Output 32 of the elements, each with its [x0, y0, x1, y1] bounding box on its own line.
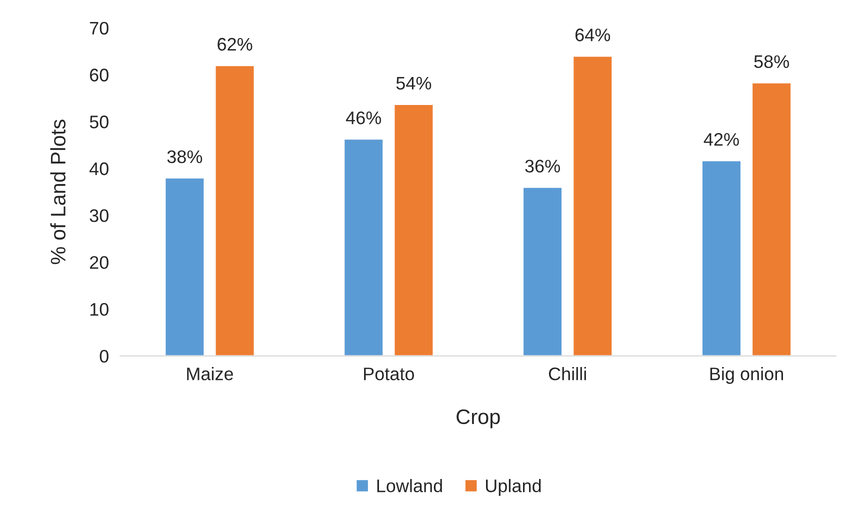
bar	[751, 82, 792, 356]
bar	[393, 104, 434, 356]
y-tick-label: 10	[90, 302, 108, 316]
x-tick-label: Chilli	[548, 367, 586, 380]
bar	[572, 55, 614, 356]
y-axis-title: % of Land Plots	[50, 120, 66, 264]
y-tick-label: 40	[89, 162, 108, 176]
y-tick-label: 30	[90, 209, 108, 222]
data-label: 64%	[575, 28, 610, 42]
y-tick-label: 0	[100, 350, 108, 363]
bar	[164, 177, 206, 356]
data-label: 42%	[704, 133, 739, 146]
bar	[701, 160, 742, 356]
data-label: 38%	[167, 150, 202, 164]
data-label: 36%	[525, 160, 560, 173]
data-label: 62%	[218, 38, 252, 51]
legend-label: Upland	[486, 478, 541, 496]
bar	[522, 186, 563, 356]
legend-label: Lowland	[377, 478, 442, 492]
bar	[343, 138, 384, 356]
x-tick-label: Potato	[364, 368, 414, 380]
data-label: 58%	[754, 55, 789, 68]
y-tick-label: 20	[90, 256, 108, 269]
data-label: 46%	[346, 111, 382, 124]
x-tick-label: Maize	[187, 367, 234, 380]
y-tick-label: 60	[90, 68, 108, 82]
y-tick-label: 50	[90, 116, 108, 128]
x-tick-label: Big onion	[710, 367, 783, 384]
data-label: 54%	[396, 76, 432, 90]
y-tick-label: 70	[90, 22, 108, 35]
x-axis-title: Crop	[456, 409, 500, 428]
bar	[214, 64, 256, 356]
